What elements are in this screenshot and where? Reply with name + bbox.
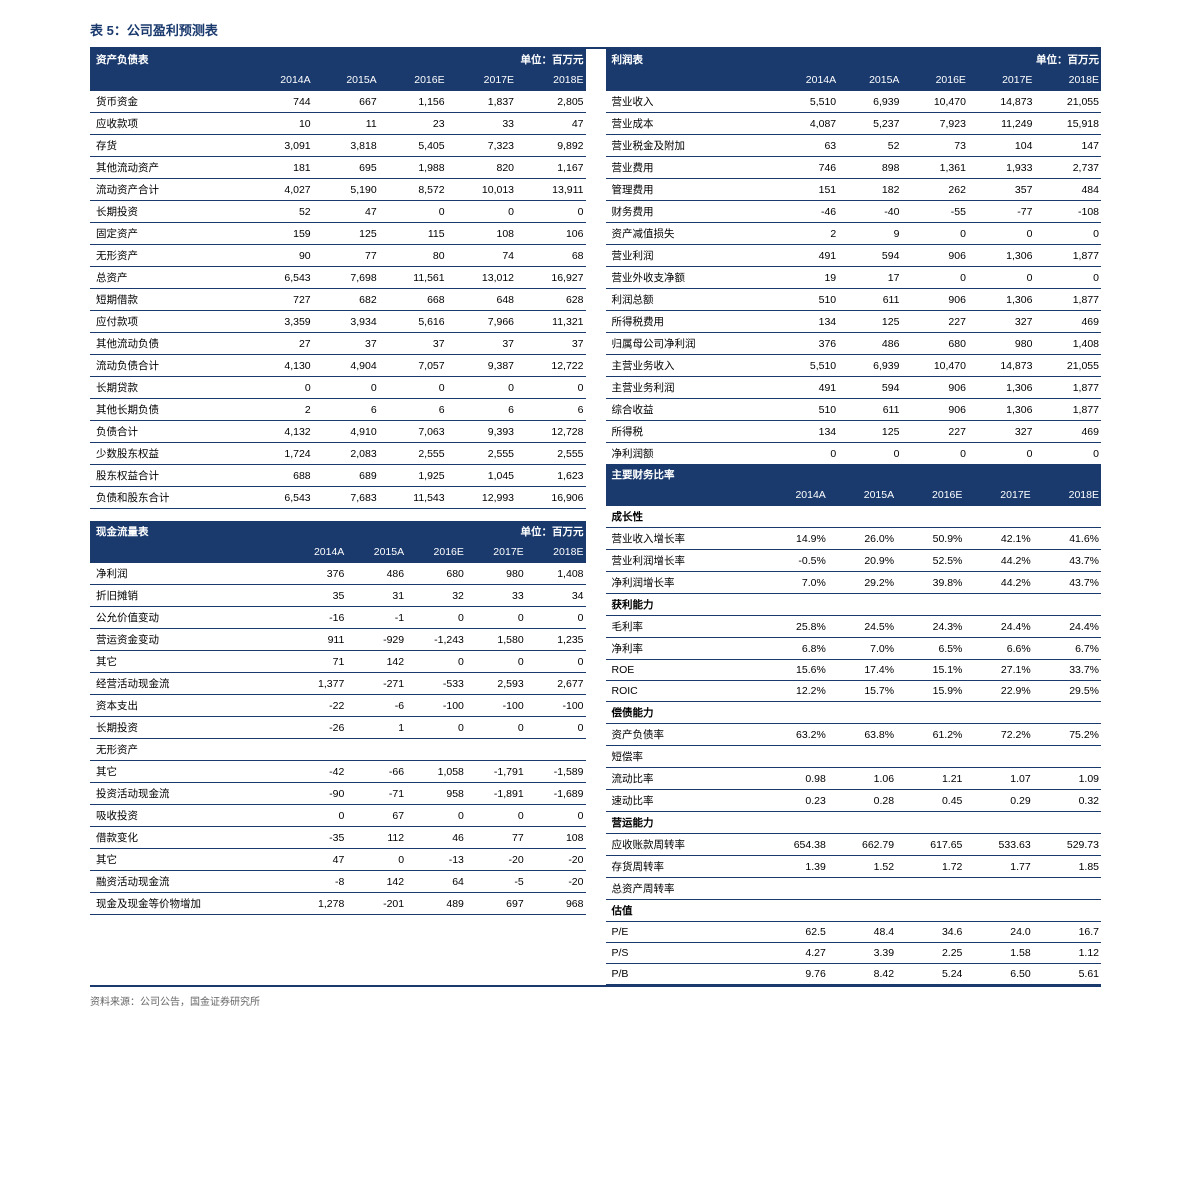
table-row: P/E62.548.434.624.016.7: [606, 922, 1102, 943]
table-row: 营业利润4915949061,3061,877: [606, 245, 1102, 267]
table-row: 资本支出-22-6-100-100-100: [90, 695, 586, 717]
table-row: 其他流动负债2737373737: [90, 333, 586, 355]
table-row: 主营业务收入5,5106,93910,47014,87321,055: [606, 355, 1102, 377]
table-row: P/B9.768.425.246.505.61: [606, 964, 1102, 985]
table-row: 营业收入5,5106,93910,47014,87321,055: [606, 91, 1102, 113]
table-row: 无形资产: [90, 739, 586, 761]
table-row: P/S4.273.392.251.581.12: [606, 943, 1102, 964]
table-row: 固定资产159125115108106: [90, 223, 586, 245]
table-row: 存货周转率1.391.521.721.771.85: [606, 856, 1102, 878]
table-title: 表 5：公司盈利预测表: [90, 20, 1101, 39]
table-row: 资产减值损失29000: [606, 223, 1102, 245]
table-row: 负债和股东合计6,5437,68311,54312,99316,906: [90, 487, 586, 509]
table-row: 速动比率0.230.280.450.290.32: [606, 790, 1102, 812]
income-title: 利润表: [606, 49, 775, 70]
table-row: 应收款项1011233347: [90, 113, 586, 135]
table-row: 短期借款727682668648628: [90, 289, 586, 311]
table-row: 其它-42-661,058-1,791-1,589: [90, 761, 586, 783]
table-row: 投资活动现金流-90-71958-1,891-1,689: [90, 783, 586, 805]
table-row: 财务费用-46-40-55-77-108: [606, 201, 1102, 223]
table-row: 资产负债率63.2%63.8%61.2%72.2%75.2%: [606, 724, 1102, 746]
table-row: 营业成本4,0875,2377,92311,24915,918: [606, 113, 1102, 135]
table-row: 毛利率25.8%24.5%24.3%24.4%24.4%: [606, 616, 1102, 638]
ratios-table: 主要财务比率 2014A2015A2016E2017E2018E 成长性营业收入…: [606, 464, 1102, 985]
cashflow-title: 现金流量表: [90, 521, 287, 542]
table-row: 净利润额00000: [606, 443, 1102, 465]
table-row: 流动负债合计4,1304,9047,0579,38712,722: [90, 355, 586, 377]
table-row: 其它71142000: [90, 651, 586, 673]
table-row: 货币资金7446671,1561,8372,805: [90, 91, 586, 113]
table-row: 总资产6,5437,69811,56113,01216,927: [90, 267, 586, 289]
table-row: 流动比率0.981.061.211.071.09: [606, 768, 1102, 790]
table-row: 融资活动现金流-814264-5-20: [90, 871, 586, 893]
ratio-section: 营运能力: [606, 812, 1102, 834]
table-row: 其他流动资产1816951,9888201,167: [90, 157, 586, 179]
ratio-section: 成长性: [606, 506, 1102, 528]
table-row: 股东权益合计6886891,9251,0451,623: [90, 465, 586, 487]
table-row: 归属母公司净利润3764866809801,408: [606, 333, 1102, 355]
table-row: 总资产周转率: [606, 878, 1102, 900]
table-row: 其它470-13-20-20: [90, 849, 586, 871]
ratio-section: 偿债能力: [606, 702, 1102, 724]
table-row: 主营业务利润4915949061,3061,877: [606, 377, 1102, 399]
table-row: ROIC12.2%15.7%15.9%22.9%29.5%: [606, 681, 1102, 702]
ratio-section: 获利能力: [606, 594, 1102, 616]
table-row: 少数股东权益1,7242,0832,5552,5552,555: [90, 443, 586, 465]
table-row: ROE15.6%17.4%15.1%27.1%33.7%: [606, 660, 1102, 681]
table-row: 净利润3764866809801,408: [90, 563, 586, 585]
table-row: 流动资产合计4,0275,1908,57210,01313,911: [90, 179, 586, 201]
table-row: 管理费用151182262357484: [606, 179, 1102, 201]
ratio-section: 估值: [606, 900, 1102, 922]
table-row: 折旧摊销3531323334: [90, 585, 586, 607]
table-row: 所得税费用134125227327469: [606, 311, 1102, 333]
table-row: 营业利润增长率-0.5%20.9%52.5%44.2%43.7%: [606, 550, 1102, 572]
table-row: 综合收益5106119061,3061,877: [606, 399, 1102, 421]
table-row: 负债合计4,1324,9107,0639,39312,728: [90, 421, 586, 443]
table-row: 吸收投资067000: [90, 805, 586, 827]
table-row: 无形资产9077807468: [90, 245, 586, 267]
table-row: 应付款项3,3593,9345,6167,96611,321: [90, 311, 586, 333]
table-row: 长期投资5247000: [90, 201, 586, 223]
table-row: 其他长期负债26666: [90, 399, 586, 421]
balance-title: 资产负债表: [90, 49, 247, 70]
table-row: 公允价值变动-16-1000: [90, 607, 586, 629]
table-row: 借款变化-351124677108: [90, 827, 586, 849]
table-row: 应收账款周转率654.38662.79617.65533.63529.73: [606, 834, 1102, 856]
financial-tables: 资产负债表单位：百万元 2014A2015A2016E2017E2018E 货币…: [90, 47, 1101, 987]
table-row: 营业税金及附加635273104147: [606, 135, 1102, 157]
table-row: 长期投资-261000: [90, 717, 586, 739]
table-row: 存货3,0913,8185,4057,3239,892: [90, 135, 586, 157]
table-row: 长期贷款00000: [90, 377, 586, 399]
table-row: 净利率6.8%7.0%6.5%6.6%6.7%: [606, 638, 1102, 660]
table-row: 净利润增长率7.0%29.2%39.8%44.2%43.7%: [606, 572, 1102, 594]
source-note: 资料来源：公司公告，国金证券研究所: [90, 993, 1101, 1008]
table-row: 利润总额5106119061,3061,877: [606, 289, 1102, 311]
table-row: 营业外收支净额1917000: [606, 267, 1102, 289]
table-row: 营运资金变动911-929-1,2431,5801,235: [90, 629, 586, 651]
table-row: 营业费用7468981,3611,9332,737: [606, 157, 1102, 179]
cashflow-table: 现金流量表单位：百万元 2014A2015A2016E2017E2018E 净利…: [90, 521, 586, 915]
income-table: 利润表单位：百万元 2014A2015A2016E2017E2018E 营业收入…: [606, 49, 1102, 465]
balance-sheet-table: 资产负债表单位：百万元 2014A2015A2016E2017E2018E 货币…: [90, 49, 586, 509]
table-row: 所得税134125227327469: [606, 421, 1102, 443]
table-row: 现金及现金等价物增加1,278-201489697968: [90, 893, 586, 915]
table-row: 营业收入增长率14.9%26.0%50.9%42.1%41.6%: [606, 528, 1102, 550]
ratios-title: 主要财务比率: [606, 464, 760, 485]
table-row: 短偿率: [606, 746, 1102, 768]
table-row: 经营活动现金流1,377-271-5332,5932,677: [90, 673, 586, 695]
